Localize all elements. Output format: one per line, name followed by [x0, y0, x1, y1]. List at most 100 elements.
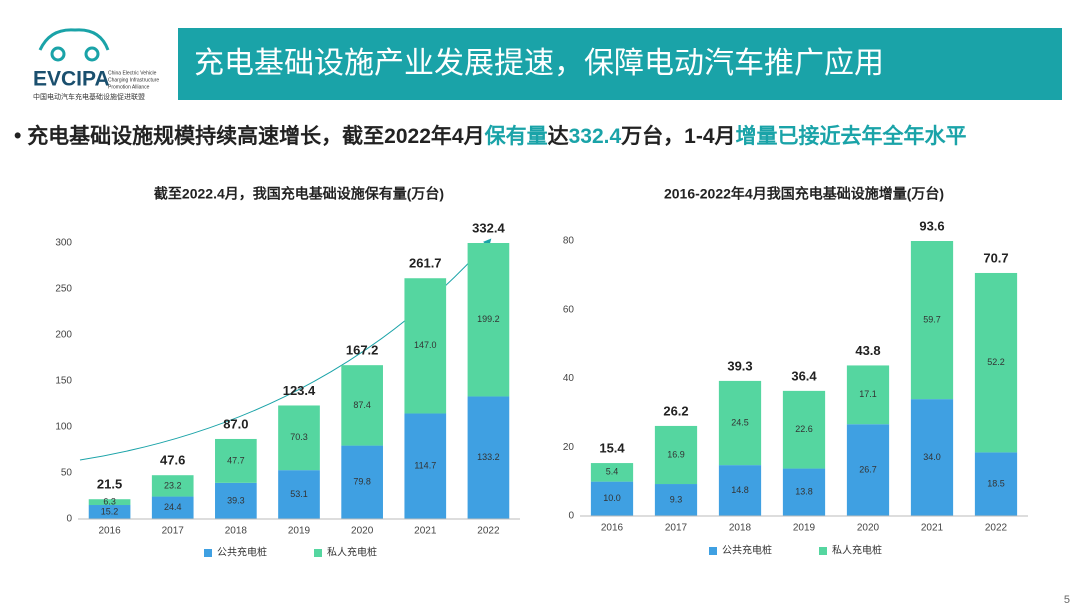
- segment-label: 5.4: [606, 467, 619, 477]
- segment-label: 52.2: [987, 357, 1005, 367]
- x-tick-label: 2020: [351, 526, 374, 537]
- y-tick-label: 80: [563, 236, 575, 247]
- bar-segment: [782, 468, 826, 516]
- x-tick-label: 2021: [921, 523, 944, 534]
- segment-label: 9.3: [670, 494, 683, 504]
- bar-segment: [590, 481, 634, 516]
- x-tick-label: 2019: [288, 526, 311, 537]
- x-tick-label: 2018: [225, 526, 248, 537]
- y-tick-label: 250: [55, 284, 72, 295]
- total-label: 70.7: [983, 250, 1008, 265]
- y-tick-label: 200: [55, 330, 72, 341]
- segment-label: 34.0: [923, 452, 941, 462]
- bar-segment: [151, 496, 194, 519]
- bullet-highlight: 保有量: [484, 124, 548, 148]
- bar-segment: [215, 482, 257, 519]
- segment-label: 59.7: [923, 314, 941, 324]
- logo-english: China Electric Vehicle: [108, 70, 157, 76]
- segment-label: 6.3: [103, 496, 116, 506]
- bars: [88, 243, 510, 519]
- total-label: 43.8: [855, 343, 880, 358]
- x-tick-label: 2021: [414, 526, 437, 537]
- total-label: 15.4: [599, 441, 625, 456]
- segment-label: 23.2: [164, 480, 182, 490]
- x-tick-label: 2017: [665, 523, 688, 534]
- legend-swatch: [204, 549, 212, 557]
- y-tick-label: 0: [66, 514, 72, 525]
- total-label: 39.3: [727, 358, 752, 373]
- logo-english: Charging Infrastructure: [108, 77, 159, 83]
- logo-name: EVCIPA: [33, 68, 110, 91]
- bullet: • 充电基础设施规模持续高速增长，截至2022年4月保有量达332.4万台，1-…: [14, 124, 967, 148]
- page-number: 5: [1064, 594, 1070, 606]
- total-label: 21.5: [97, 477, 122, 492]
- header-title: 充电基础设施产业发展提速，保障电动汽车推广应用: [194, 47, 884, 80]
- total-label: 332.4: [472, 220, 505, 235]
- segment-label: 114.7: [414, 461, 436, 471]
- total-label: 26.2: [663, 403, 688, 418]
- legend-label: 公共充电桩: [217, 546, 267, 559]
- legend-swatch: [314, 549, 322, 557]
- bar-segment: [974, 272, 1018, 453]
- x-tick-label: 2020: [857, 523, 880, 534]
- segment-label: 47.7: [227, 455, 245, 465]
- logo-icon: [38, 28, 110, 51]
- segment-label: 87.4: [353, 400, 371, 410]
- bar-segment: [846, 365, 890, 425]
- bar-segment: [654, 484, 698, 516]
- legend-label: 私人充电桩: [832, 544, 882, 557]
- segment-label: 13.8: [795, 487, 813, 497]
- y-tick-label: 20: [563, 442, 575, 453]
- segment-label: 53.1: [290, 489, 308, 499]
- bar-segment: [278, 405, 320, 471]
- bar-segment: [782, 390, 826, 469]
- bullet-text: 万台，1-4月: [620, 124, 735, 148]
- bullet-text: 达: [548, 125, 569, 148]
- x-tick-label: 2022: [477, 526, 500, 537]
- segment-label: 24.4: [164, 502, 182, 512]
- bar-segment: [467, 243, 510, 397]
- x-tick-label: 2019: [793, 523, 816, 534]
- bar-segment: [404, 278, 447, 414]
- segment-label: 17.1: [859, 389, 877, 399]
- logo-chinese: 中国电动汽车充电基础设施促进联盟: [33, 92, 145, 101]
- segment-label: 26.7: [859, 464, 877, 474]
- bullet-highlight: 增量已接近去年全年水平: [736, 124, 967, 148]
- total-label: 36.4: [791, 368, 817, 383]
- total-label: 47.6: [160, 453, 185, 468]
- bar-segment: [846, 424, 890, 516]
- chart-title: 截至2022.4月，我国充电基础设施保有量(万台): [154, 186, 444, 202]
- bar-segment: [404, 413, 447, 519]
- bar-segment: [467, 396, 510, 519]
- header-band: [178, 28, 1062, 100]
- y-tick-label: 100: [55, 422, 72, 433]
- x-tick-label: 2018: [729, 523, 752, 534]
- total-label: 123.4: [283, 383, 316, 398]
- segment-label: 39.3: [227, 495, 245, 505]
- y-tick-label: 300: [55, 238, 72, 249]
- bar-segment: [151, 475, 194, 497]
- bars: [590, 241, 1018, 516]
- y-tick-label: 60: [563, 304, 575, 315]
- segment-label: 15.2: [101, 506, 119, 516]
- segment-label: 16.9: [667, 449, 685, 459]
- x-tick-label: 2016: [601, 523, 624, 534]
- bullet-highlight: 332.4: [569, 125, 622, 148]
- segment-label: 14.8: [731, 485, 749, 495]
- total-label: 87.0: [223, 416, 248, 431]
- chart-title: 2016-2022年4月我国充电基础设施增量(万台): [664, 186, 944, 202]
- logo-icon: [50, 46, 66, 62]
- segment-label: 147.0: [414, 340, 437, 350]
- x-tick-label: 2016: [98, 526, 121, 537]
- segment-label: 79.8: [353, 477, 371, 487]
- segment-label: 70.3: [290, 432, 308, 442]
- legend-label: 私人充电桩: [327, 546, 377, 559]
- x-tick-label: 2017: [162, 526, 185, 537]
- bar-segment: [718, 465, 762, 516]
- bar-segment: [654, 425, 698, 485]
- bar-segment: [341, 365, 383, 446]
- bar-segment: [910, 241, 954, 400]
- bar-segment: [88, 505, 131, 519]
- logo: EVCIPA China Electric Vehicle Charging I…: [33, 28, 159, 101]
